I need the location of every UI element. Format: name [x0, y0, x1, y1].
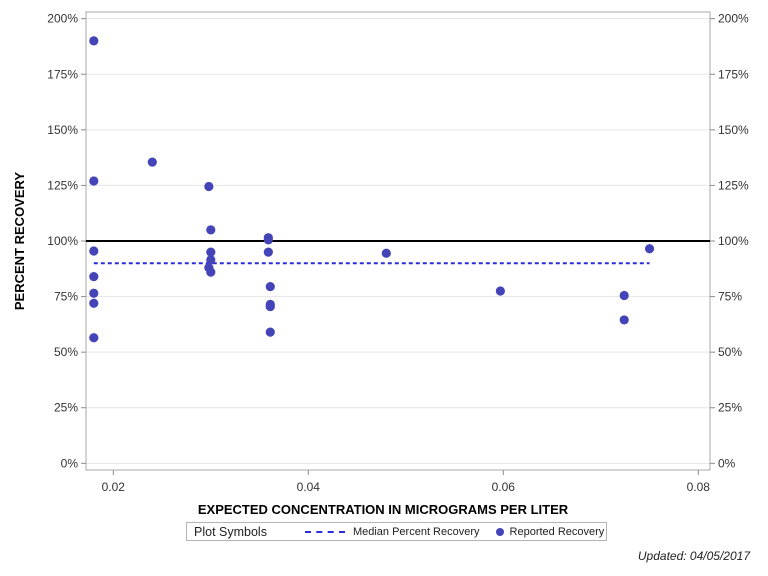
- data-point: [89, 288, 99, 298]
- data-point: [495, 286, 505, 296]
- data-point: [644, 244, 655, 254]
- legend-item-median: Median Percent Recovery: [352, 525, 480, 538]
- y-tick-label-right: 100%: [718, 234, 749, 248]
- data-point: [89, 246, 99, 256]
- data-point: [265, 327, 275, 337]
- data-point: [265, 281, 275, 292]
- y-tick-label-right: 125%: [718, 178, 749, 192]
- data-point: [206, 267, 216, 277]
- updated-timestamp: Updated: 04/05/2017: [637, 549, 750, 563]
- data-point: [89, 271, 99, 282]
- data-point: [204, 181, 214, 192]
- data-points: [89, 36, 655, 343]
- x-tick-label: 0.04: [297, 480, 321, 494]
- y-tick-label-right: 75%: [718, 290, 742, 304]
- data-point: [619, 290, 629, 301]
- y-tick-label-right: 25%: [718, 401, 742, 415]
- y-tick-label-left: 150%: [47, 123, 78, 137]
- data-point: [206, 255, 216, 265]
- y-tick-label-left: 0%: [61, 456, 79, 470]
- reference-lines: [86, 240, 710, 265]
- y-tick-label-left: 175%: [47, 67, 78, 81]
- legend-title: Plot Symbols: [194, 524, 267, 539]
- y-tick-label-left: 200%: [47, 12, 78, 26]
- axis-ticks: 0% 0% 25% 25% 50% 50% 75% 75% 100% 100% 125% 125% 15…: [47, 12, 749, 494]
- y-tick-label-right: 150%: [718, 123, 749, 137]
- data-point: [619, 315, 629, 325]
- legend: Plot Symbols Median Percent Recovery Rep…: [186, 522, 607, 541]
- data-point: [206, 247, 216, 257]
- data-point: [265, 301, 275, 312]
- x-axis-title: EXPECTED CONCENTRATION IN MICROGRAMS PER…: [198, 502, 569, 517]
- data-point: [263, 235, 273, 245]
- x-tick-label: 0.02: [102, 480, 126, 494]
- data-point: [263, 247, 273, 257]
- data-point: [89, 176, 99, 186]
- y-axis-title: PERCENT RECOVERY: [12, 172, 27, 311]
- data-point: [89, 36, 99, 46]
- y-tick-label-right: 50%: [718, 345, 742, 359]
- data-point: [89, 298, 99, 308]
- y-tick-label-right: 0%: [718, 456, 736, 470]
- reported-marker-swatch: [495, 527, 504, 536]
- data-point: [89, 333, 99, 343]
- y-tick-label-right: 200%: [718, 12, 749, 26]
- y-tick-label-left: 25%: [54, 401, 78, 415]
- y-tick-label-left: 100%: [47, 234, 78, 248]
- x-tick-label: 0.06: [492, 480, 516, 494]
- data-point: [381, 248, 391, 258]
- y-tick-label-right: 175%: [718, 67, 749, 81]
- data-point: [147, 157, 157, 167]
- y-tick-label-left: 125%: [47, 178, 78, 192]
- x-tick-label: 0.08: [687, 480, 711, 494]
- data-point: [206, 225, 216, 235]
- legend-item-reported: Reported Recovery: [509, 525, 605, 538]
- y-tick-label-left: 75%: [54, 290, 78, 304]
- median-line-swatch: [304, 530, 345, 533]
- y-tick-label-left: 50%: [54, 345, 78, 359]
